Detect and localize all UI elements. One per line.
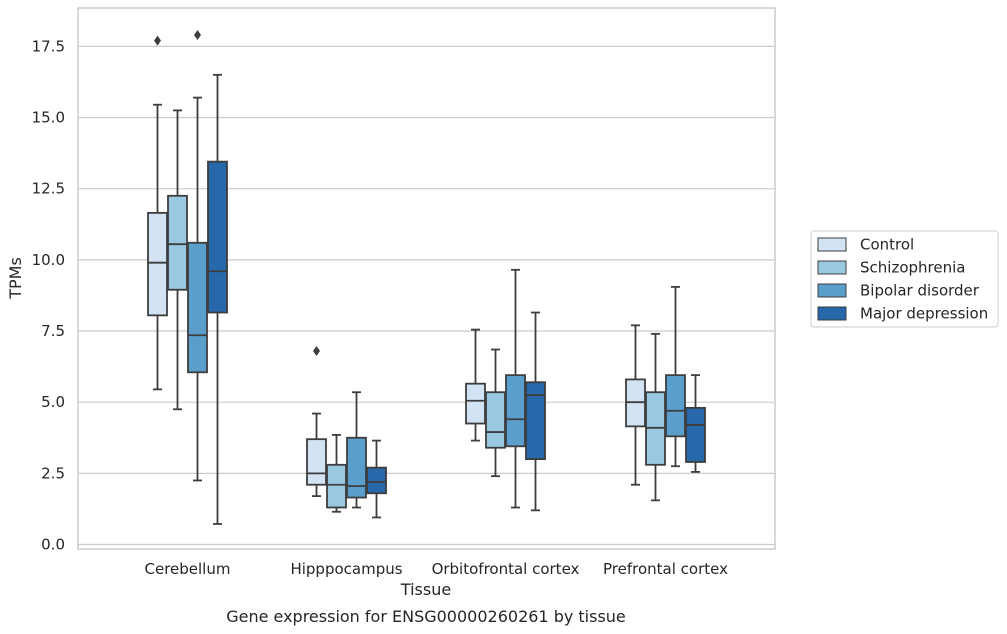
iqr-box xyxy=(306,438,327,486)
iqr-box xyxy=(326,463,347,509)
box-bipolar-disorder-orbitofrontal-cortex xyxy=(505,268,526,509)
legend-swatch xyxy=(817,306,847,321)
legend-label: Major depression xyxy=(860,305,988,323)
y-axis-label: TPMs xyxy=(6,257,25,300)
x-tick-label: Hipppocampus xyxy=(290,560,402,578)
iqr-box xyxy=(187,241,208,374)
box-major-depression-hipppocampus xyxy=(366,439,387,519)
plot-frame xyxy=(77,7,776,550)
y-tick-labels: 0.0 2.5 5.0 7.5 10.0 12.5 15.0 17.5 xyxy=(32,37,65,553)
figure-caption: Gene expression for ENSG00000260261 by t… xyxy=(226,607,626,626)
outlier-point xyxy=(313,345,320,356)
y-gridlines xyxy=(78,45,775,546)
box-bipolar-disorder-prefrontal-cortex xyxy=(665,285,686,468)
outlier-point xyxy=(154,35,161,46)
x-tick-label: Cerebellum xyxy=(145,560,231,578)
y-tick-label: 0.0 xyxy=(41,536,65,554)
iqr-box xyxy=(685,406,706,463)
legend-swatch xyxy=(817,237,847,252)
box-schizophrenia-hipppocampus xyxy=(326,434,347,513)
iqr-box xyxy=(465,382,486,425)
iqr-box xyxy=(366,466,387,495)
x-axis-label: Tissue xyxy=(400,580,451,599)
legend-item: Major depression xyxy=(817,305,988,323)
iqr-box xyxy=(665,374,686,438)
box-schizophrenia-orbitofrontal-cortex xyxy=(485,348,506,478)
box-control-hipppocampus xyxy=(306,345,327,498)
legend-swatch xyxy=(817,260,847,275)
y-tick-label: 2.5 xyxy=(41,464,65,482)
x-tick-label: Orbitofrontal cortex xyxy=(432,560,580,578)
legend-item: Bipolar disorder xyxy=(817,282,980,300)
iqr-box xyxy=(167,194,188,291)
legend-label: Schizophrenia xyxy=(860,259,965,277)
legend-frame xyxy=(810,230,999,328)
iqr-box xyxy=(525,381,546,461)
y-tick-label: 17.5 xyxy=(32,37,65,55)
box-schizophrenia-cerebellum xyxy=(167,109,188,411)
box-control-prefrontal-cortex xyxy=(625,324,646,486)
box-control-orbitofrontal-cortex xyxy=(465,328,486,442)
iqr-box xyxy=(147,211,168,317)
y-tick-label: 12.5 xyxy=(32,180,65,198)
box-major-depression-prefrontal-cortex xyxy=(685,374,706,473)
iqr-box xyxy=(346,436,367,499)
y-tick-label: 15.0 xyxy=(32,109,65,127)
iqr-box xyxy=(505,374,526,448)
box-bipolar-disorder-hipppocampus xyxy=(346,391,367,509)
box-major-depression-orbitofrontal-cortex xyxy=(525,311,546,512)
box-groups xyxy=(147,29,706,525)
iqr-box xyxy=(485,391,506,449)
box-bipolar-disorder-cerebellum xyxy=(187,29,208,482)
box-control-cerebellum xyxy=(147,35,168,391)
legend-label: Bipolar disorder xyxy=(860,282,980,300)
iqr-box xyxy=(207,160,228,314)
legend-swatch xyxy=(817,283,847,298)
outlier-point xyxy=(194,29,201,40)
x-tick-label: Prefrontal cortex xyxy=(603,560,728,578)
y-tick-label: 7.5 xyxy=(41,322,65,340)
x-tick-labels: Cerebellum Hipppocampus Orbitofrontal cort… xyxy=(145,560,729,578)
y-tick-label: 5.0 xyxy=(41,393,65,411)
legend: Control Schizophrenia Bipolar disorder Majo… xyxy=(810,230,999,328)
legend-item: Schizophrenia xyxy=(817,259,965,277)
legend-label: Control xyxy=(860,236,914,254)
box-schizophrenia-prefrontal-cortex xyxy=(645,332,666,502)
box-major-depression-cerebellum xyxy=(207,73,228,525)
legend-item: Control xyxy=(817,236,914,254)
y-tick-label: 10.0 xyxy=(32,251,65,269)
